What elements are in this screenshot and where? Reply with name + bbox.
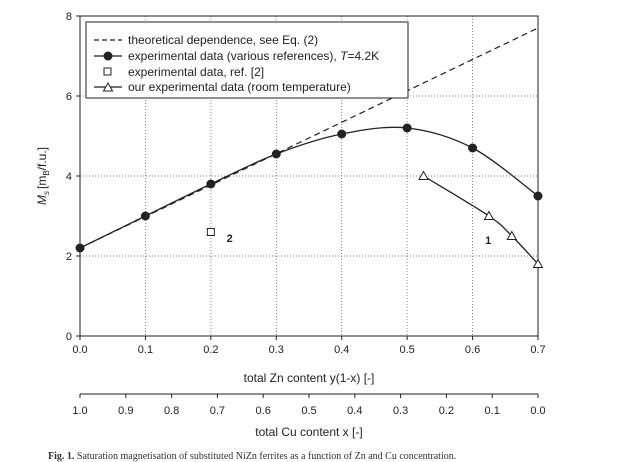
legend-box [85, 21, 409, 99]
secondary-x-tick-label: 0.4 [347, 405, 362, 417]
series-experimental-point [337, 129, 347, 139]
series-experimental-point [206, 179, 216, 189]
x-tick-label: 0.2 [203, 344, 218, 356]
annotation-label: 1 [485, 235, 491, 247]
secondary-x-tick-label: 0.1 [485, 405, 500, 417]
secondary-x-tick-label: 0.6 [256, 405, 271, 417]
legend-item-our-data: our experimental data (room temperature) [94, 80, 351, 94]
x-tick-label: 0.6 [465, 344, 480, 356]
series-our-data-point [532, 258, 544, 268]
legend-item-experimental-various: experimental data (various references), … [94, 49, 379, 63]
secondary-x-tick-label: 0.8 [164, 405, 179, 417]
y-tick-label: 0 [66, 331, 72, 343]
svg-text:experimental data (various ref: experimental data (various references), … [128, 49, 379, 63]
annotation-label: 2 [227, 233, 233, 245]
secondary-x-tick-label: 0.5 [301, 405, 316, 417]
series-our-data-line [423, 175, 539, 265]
series-group [75, 27, 544, 268]
secondary-x-axis: 1.0 0.9 0.8 0.7 0.6 0.5 0.4 0.3 0.2 0.1 0.0 [72, 394, 546, 417]
series-experimental-point [402, 123, 412, 133]
series-our-data-point [483, 210, 495, 220]
series-experimental-point [271, 149, 281, 159]
secondary-x-tick-label: 0.3 [393, 405, 408, 417]
x-axis-label: total Zn content y(1-x) [-] [244, 371, 375, 385]
svg-text:theoretical dependence, see Eq: theoretical dependence, see Eq. (2) [128, 33, 318, 47]
y-tick-label: 8 [66, 11, 72, 23]
x-axis: 0.0 0.1 0.2 0.3 0.4 0.5 0.6 0.7 [72, 336, 546, 356]
figure-caption: Fig. 1. Saturation magnetisation of subs… [48, 451, 457, 462]
legend-item-theoretical: theoretical dependence, see Eq. (2) [94, 33, 318, 47]
svg-text:our experimental data (room te: our experimental data (room temperature) [128, 80, 351, 94]
series-experimental-point [140, 211, 150, 221]
secondary-x-axis-label: total Cu content x [-] [255, 425, 362, 439]
series-our-data-point [418, 170, 429, 180]
svg-text:experimental data, ref. [2]: experimental data, ref. [2] [128, 65, 264, 79]
y-axis-label: Ms[mB/f.u.] [35, 147, 51, 205]
x-tick-label: 0.1 [138, 344, 153, 356]
y-tick-label: 2 [66, 251, 72, 263]
x-tick-label: 0.5 [399, 344, 414, 356]
secondary-x-tick-label: 1.0 [72, 405, 87, 417]
y-tick-label: 6 [66, 91, 72, 103]
x-tick-label: 0.3 [269, 344, 284, 356]
series-our-data-point [506, 230, 518, 240]
series-experimental-point [533, 191, 543, 201]
legend-item-ref2: experimental data, ref. [2] [103, 65, 264, 79]
y-axis: 0 2 4 6 8 [66, 11, 80, 343]
secondary-x-tick-label: 0.2 [439, 405, 454, 417]
secondary-x-tick-label: 0.7 [210, 405, 225, 417]
x-tick-label: 0.0 [72, 344, 87, 356]
y-tick-label: 4 [66, 171, 72, 183]
legend: theoretical dependence, see Eq. (2) expe… [85, 21, 409, 99]
series-experimental-point [75, 243, 85, 253]
series-experimental-point [468, 143, 478, 153]
secondary-x-tick-label: 0.0 [530, 405, 545, 417]
x-tick-label: 0.7 [530, 344, 545, 356]
x-tick-label: 0.4 [334, 344, 349, 356]
secondary-x-tick-label: 0.9 [118, 405, 133, 417]
series-ref2-point [206, 228, 215, 236]
